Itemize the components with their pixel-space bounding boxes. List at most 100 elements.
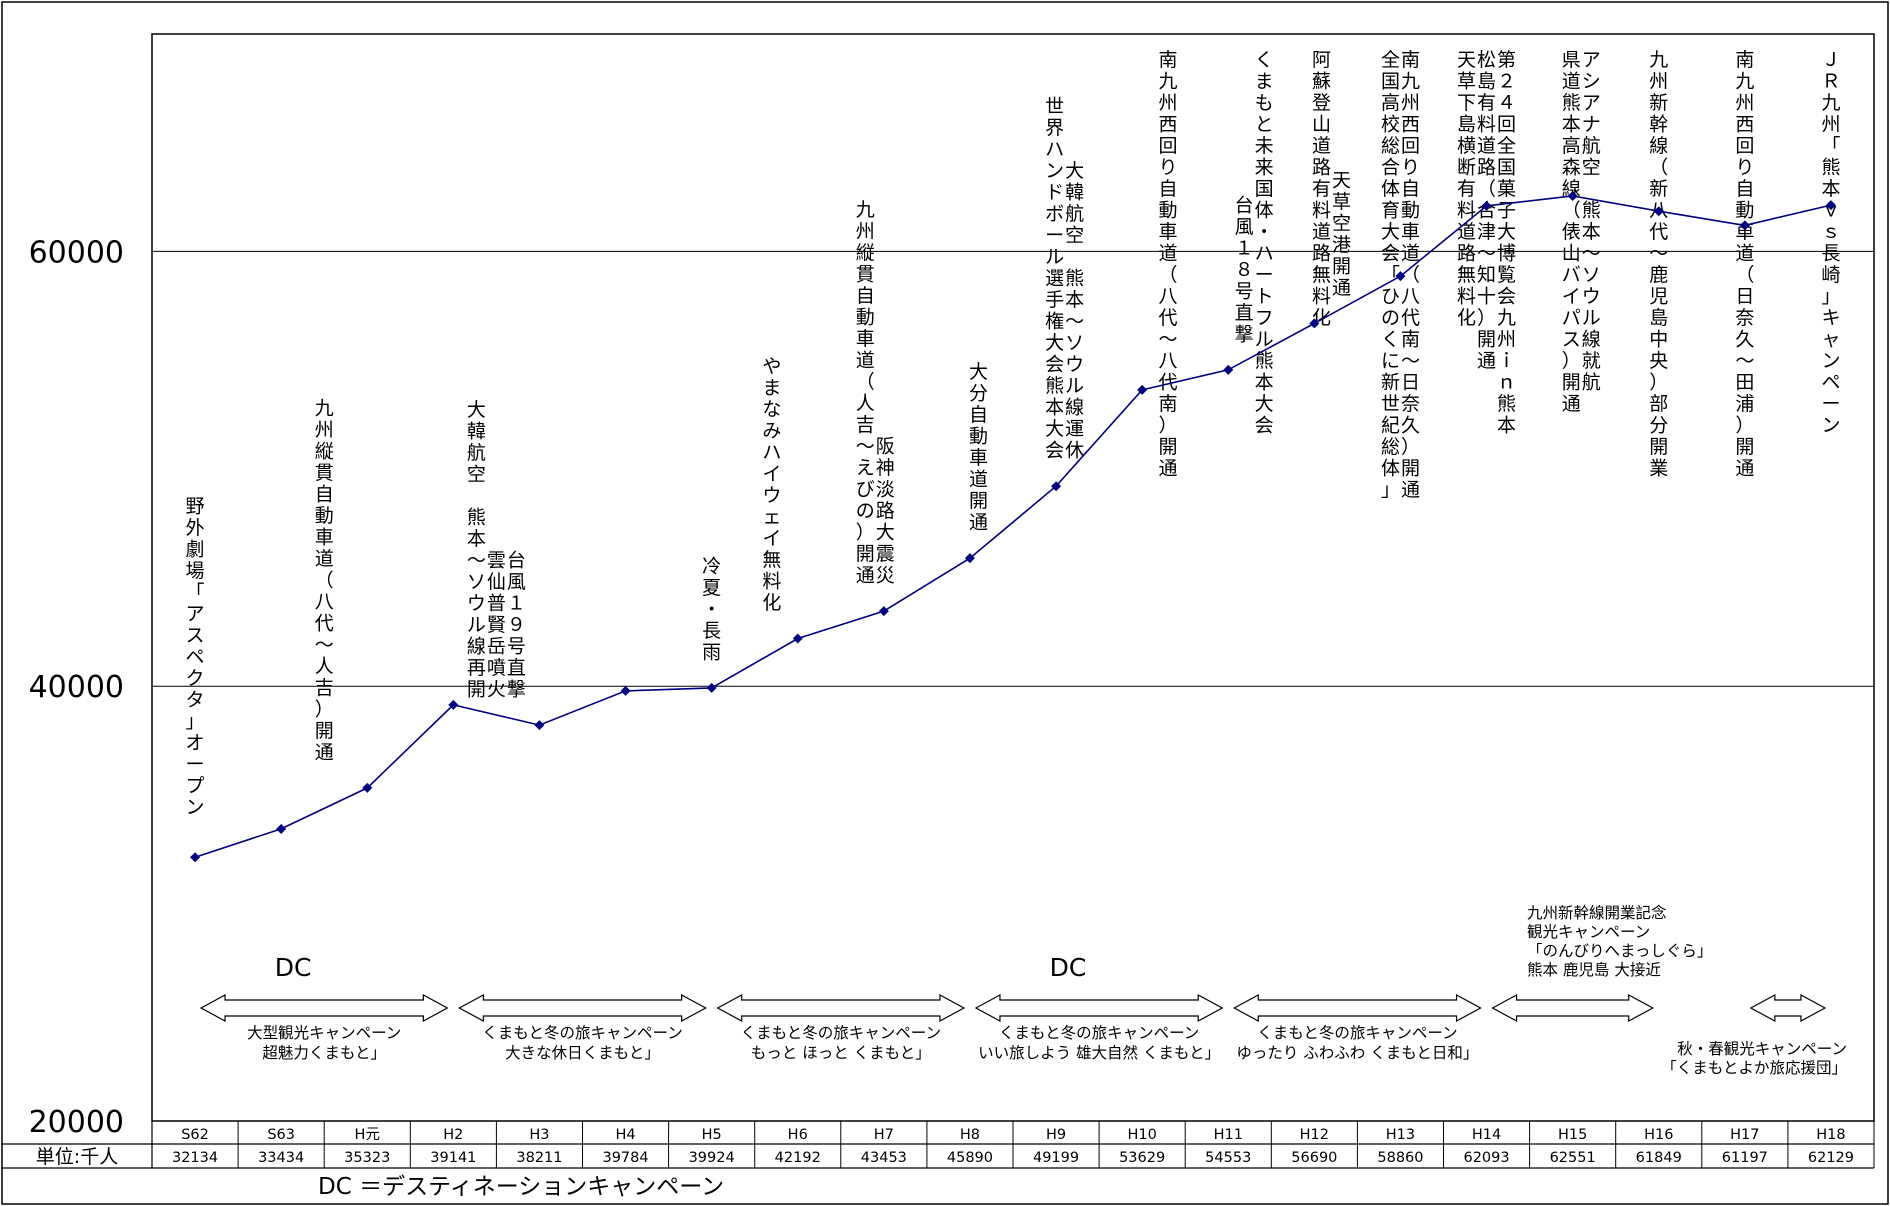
dc-label: DC — [1050, 953, 1087, 982]
value-label: 53629 — [1119, 1150, 1165, 1166]
event-label: 大分自動車道開通 — [969, 361, 988, 534]
value-label: 61197 — [1722, 1150, 1768, 1166]
event-label: 南九州西回り自動車道（八代～八代南）開通 — [1158, 49, 1177, 480]
campaign-arrow — [974, 993, 1224, 1023]
event-label-text: 天草空港開通 — [1332, 169, 1351, 299]
event-label-text: やまなみハイウェイ無料化 — [762, 356, 781, 614]
campaign-arrow — [1749, 993, 1827, 1023]
value-label: 39141 — [430, 1150, 476, 1166]
y-tick-label: 60000 — [29, 235, 124, 270]
unit-label: 単位:千人 — [36, 1146, 118, 1168]
category-label: S63 — [267, 1127, 295, 1143]
data-point — [1309, 318, 1320, 329]
value-label: 38211 — [516, 1150, 562, 1166]
data-point — [190, 852, 201, 863]
data-point — [1567, 190, 1578, 201]
data-point — [534, 720, 545, 731]
event-label-text: 阪神淡路大震災 — [876, 436, 895, 587]
event-label-text: 九州新幹線（新八代～鹿児島中央）部分開業 — [1649, 49, 1668, 480]
event-label-text: 九州縦貫自動車道（人吉～えびの）開通 — [856, 199, 875, 587]
campaign-note-line: 九州新幹線開業記念 — [1527, 903, 1667, 922]
event-label-text: 世界ハンドボール選手権大会熊本大会 — [1045, 96, 1064, 462]
data-point — [1051, 481, 1062, 492]
category-label: H5 — [702, 1127, 722, 1143]
data-point — [276, 823, 287, 834]
campaign-title: くまもと冬の旅キャンペーン — [999, 1024, 1199, 1042]
campaign — [1749, 993, 1827, 1023]
category-label: H2 — [443, 1127, 463, 1143]
campaign-note: 秋・春観光キャンペーン「くまもとよか旅応援団」 — [1661, 1040, 1847, 1077]
data-point — [964, 553, 975, 564]
category-label: H18 — [1816, 1127, 1845, 1143]
category-label: H4 — [615, 1127, 635, 1143]
event-label: 冷夏・長雨 — [702, 555, 721, 663]
category-label: H10 — [1127, 1127, 1156, 1143]
event-label-text: 南九州西回り自動車道（日奈久～田浦）開通 — [1735, 49, 1754, 480]
event-label-text: 台風１８号直撃 — [1235, 194, 1254, 345]
event-label: 九州新幹線（新八代～鹿児島中央）部分開業 — [1649, 49, 1668, 480]
value-label: 58860 — [1377, 1150, 1423, 1166]
event-label-text: 大分自動車道開通 — [969, 361, 988, 534]
event-labels: 野外劇場「アスペクタ」オープン 九州縦貫自動車道（八代～人吉）開通 台風１９号直撃雲… — [186, 49, 1841, 819]
value-label: 39784 — [602, 1150, 648, 1166]
event-label-text: 阿蘇登山道路有料道路無料化 — [1312, 49, 1331, 329]
value-label: 32134 — [172, 1150, 218, 1166]
category-label: H15 — [1558, 1127, 1587, 1143]
event-label: 九州縦貫自動車道（八代～人吉）開通 — [315, 397, 334, 763]
event-label-text: 全国高校総合体育大会「ひのくに新世紀総体」 — [1381, 49, 1400, 501]
event-label-text: 天草下島横断有料道路無料化 — [1457, 49, 1476, 329]
event-label-text: 雲仙普賢岳噴火 — [487, 550, 506, 701]
campaign-note-line: 観光キャンペーン — [1527, 923, 1650, 941]
data-point — [1481, 200, 1492, 211]
value-label: 62093 — [1463, 1150, 1509, 1166]
campaign-note-line: 「のんびりへまっしぐら」 — [1527, 942, 1712, 960]
data-point — [1137, 384, 1148, 395]
campaign-slogan: いい旅しよう 雄大自然 くまもと」 — [978, 1044, 1220, 1062]
category-label: H11 — [1214, 1127, 1243, 1143]
event-label-text: 南九州西回り自動車道（八代南～日奈久）開通 — [1401, 49, 1420, 501]
event-label-text: 大韓航空 熊本～ソウル線再開 — [467, 399, 486, 700]
campaign-arrow — [199, 993, 449, 1023]
event-label-text: 第２４回全国菓子大博覧会九州ｉｎ熊本 — [1497, 49, 1516, 437]
value-label: 62129 — [1808, 1150, 1854, 1166]
event-label: 野外劇場「アスペクタ」オープン — [186, 496, 205, 819]
campaign-note-line: 「くまもとよか旅応援団」 — [1661, 1059, 1847, 1077]
event-label-text: 大韓航空 熊本～ソウル線運休 — [1065, 160, 1084, 462]
campaign-arrow — [716, 993, 966, 1023]
category-label: H17 — [1730, 1127, 1759, 1143]
event-label-text: 野外劇場「アスペクタ」オープン — [186, 496, 205, 819]
event-label-text: 冷夏・長雨 — [702, 555, 721, 663]
event-label-text: ＪＲ九州「熊本ｖｓ長崎」キャンペーン — [1821, 49, 1840, 437]
y-tick-label: 40000 — [29, 670, 124, 705]
series-line — [194, 195, 1832, 858]
event-label: 南九州西回り自動車道（日奈久～田浦）開通 — [1735, 49, 1754, 480]
data-table: 単位:千人 S62 32134 S63 33434 H元 35323 H2 39141 H3 382… — [2, 1121, 1875, 1169]
campaign-slogan: ゆったり ふわふわ くまもと日和」 — [1236, 1044, 1478, 1062]
category-label: H16 — [1644, 1127, 1673, 1143]
value-label: 62551 — [1550, 1150, 1596, 1166]
event-label-text: 県道熊本高森線（俵山バイパス）開通 — [1562, 49, 1581, 415]
category-label: H6 — [788, 1127, 808, 1143]
campaign-note-line: 熊本 鹿児島 大接近 — [1527, 961, 1661, 979]
y-tick-label: 20000 — [29, 1105, 124, 1140]
data-point — [706, 682, 717, 693]
category-label: H7 — [874, 1127, 894, 1143]
campaign-slogan: 大きな休日くまもと」 — [505, 1044, 660, 1062]
data-point — [620, 685, 631, 696]
campaign — [1491, 993, 1655, 1023]
category-label: S62 — [181, 1127, 209, 1143]
data-point — [1223, 364, 1234, 375]
value-label: 61849 — [1636, 1150, 1682, 1166]
gridlines — [152, 250, 1874, 687]
dc-label: DC — [275, 953, 312, 982]
event-label-text: 松島有料道路（合津～知十）開通 — [1477, 49, 1496, 372]
